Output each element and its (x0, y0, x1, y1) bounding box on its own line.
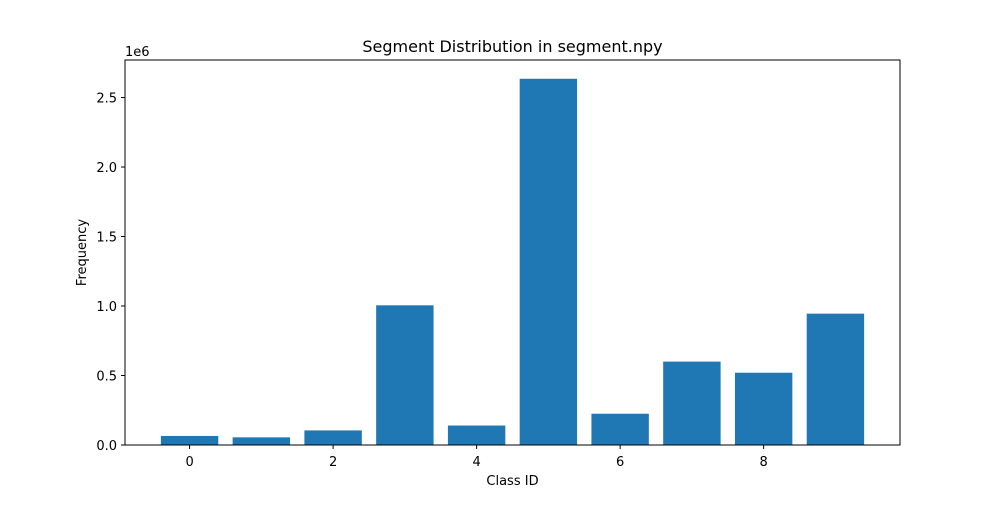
y-tick-label: 1.0 (96, 300, 117, 315)
y-tick-label: 2.5 (96, 92, 117, 107)
x-tick-label: 0 (185, 455, 193, 470)
bar-class-8 (734, 372, 793, 445)
y-ticks-group: 0.0 0.5 1.0 1.5 2.0 2.5 (96, 92, 125, 454)
bar-class-0 (160, 435, 219, 445)
bar-class-1 (232, 437, 291, 445)
y-tick-label: 0.5 (96, 370, 117, 385)
bars-group (160, 78, 865, 445)
plot-frame (124, 59, 901, 446)
y-tick-label: 2.0 (96, 161, 117, 176)
x-tick-label: 2 (329, 455, 337, 470)
bar-class-6 (591, 413, 649, 445)
y-tick-label: 1.5 (96, 231, 117, 246)
y-axis-offset-label: 1e6 (125, 45, 150, 60)
x-tick-label: 6 (616, 455, 624, 470)
x-ticks-group: 0 2 4 6 8 (185, 445, 768, 470)
bar-class-5 (519, 78, 578, 445)
x-axis-label: Class ID (486, 474, 538, 489)
y-axis-label: Frequency (75, 219, 90, 286)
bar-class-7 (663, 361, 721, 445)
bar-class-2 (304, 430, 362, 445)
y-tick-label: 0.0 (96, 439, 117, 454)
bar-class-3 (376, 305, 434, 445)
x-tick-label: 4 (472, 455, 480, 470)
bar-class-9 (806, 313, 865, 445)
chart-title: Segment Distribution in segment.npy (362, 37, 662, 56)
bar-class-4 (447, 425, 506, 445)
x-tick-label: 8 (760, 455, 768, 470)
